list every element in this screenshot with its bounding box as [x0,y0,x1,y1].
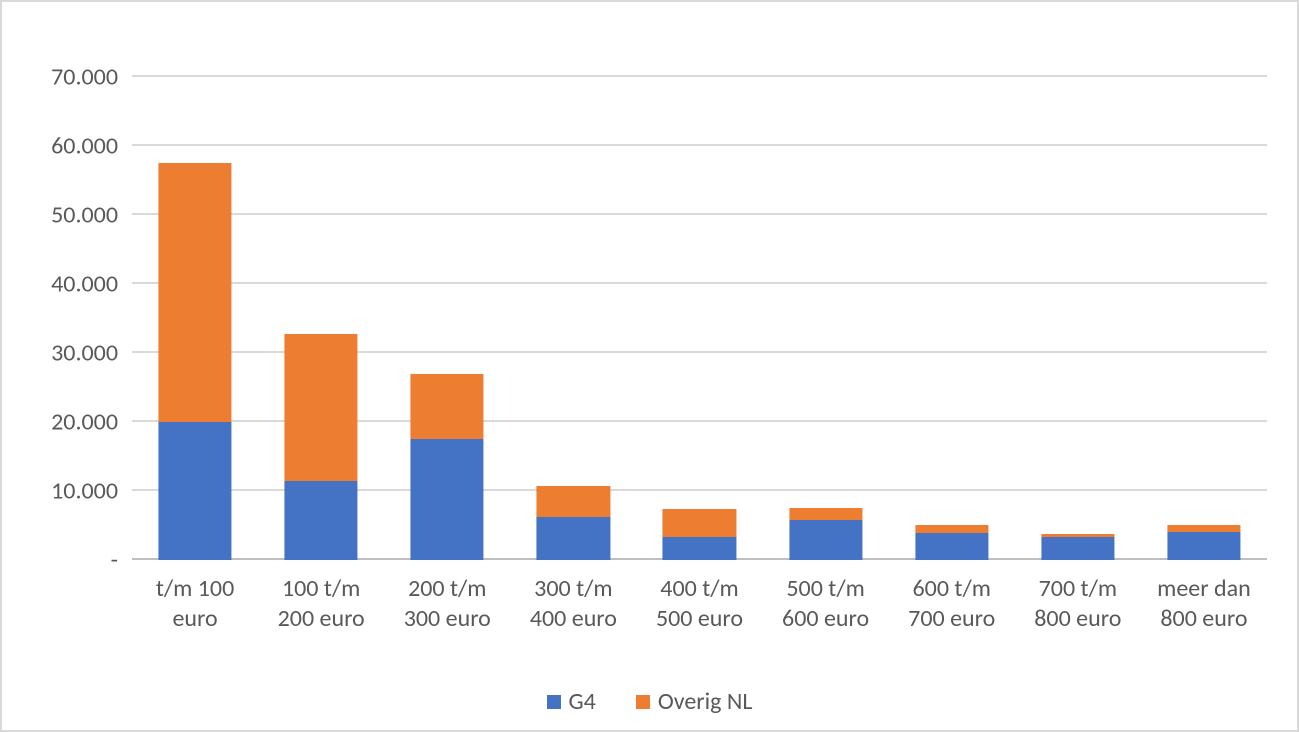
bar-segment [158,422,231,560]
category-slot [763,42,889,560]
bar-segment [411,374,484,440]
plot-area: -10.00020.00030.00040.00050.00060.00070.… [132,42,1267,560]
bar-segment [158,163,231,422]
bar-segment [915,525,988,533]
bar-stack [158,163,231,560]
x-axis-labels: t/m 100euro100 t/m200 euro200 t/m300 eur… [132,574,1267,634]
chart-frame: - 10.000 20.000 30.000 40.000 50.000 60.000 70.… [0,0,1299,732]
bar-segment [537,517,610,561]
legend-swatch [547,695,561,709]
bar-segment [663,537,736,560]
bar-stack [789,508,862,560]
x-tick-label: 100 t/m200 euro [258,574,384,634]
legend-item: Overig NL [636,687,753,716]
bar-stack [537,486,610,560]
x-tick-label: 600 t/m700 euro [889,574,1015,634]
category-slot [384,42,510,560]
legend-swatch [636,695,650,709]
x-tick-label: 400 t/m500 euro [636,574,762,634]
bar-segment [1167,525,1240,533]
bar-stack [1167,525,1240,560]
y-tick-label: 20.000 [51,407,118,436]
legend-item: G4 [547,687,596,716]
x-tick-label: 700 t/m800 euro [1015,574,1141,634]
y-tick-label: 60.000 [51,131,118,160]
legend: G4 Overig NL [2,687,1297,716]
y-tick-label: 40.000 [51,269,118,298]
y-tick-label: 50.000 [51,200,118,229]
y-tick-label: 10.000 [51,476,118,505]
y-tick-label: 30.000 [51,338,118,367]
bar-stack [285,334,358,560]
x-tick-label: 200 t/m300 euro [384,574,510,634]
category-slot [258,42,384,560]
bar-stack [663,509,736,560]
category-slot [510,42,636,560]
x-tick-label: meer dan800 euro [1141,574,1267,634]
x-tick-label: t/m 100euro [132,574,258,634]
bar-segment [663,509,736,537]
legend-label: Overig NL [658,687,753,716]
category-slot [1015,42,1141,560]
x-tick-label: 300 t/m400 euro [510,574,636,634]
bar-stack [411,374,484,560]
x-tick-label: 500 t/m600 euro [763,574,889,634]
bar-segment [915,533,988,560]
bar-stack [915,525,988,560]
y-tick-label: 70.000 [51,62,118,91]
bar-segment [285,481,358,560]
bar-segment [537,486,610,516]
category-slot [889,42,1015,560]
bar-segment [789,520,862,560]
category-slot [132,42,258,560]
category-slot [636,42,762,560]
bar-segment [1167,532,1240,560]
category-slot [1141,42,1267,560]
bar-stack [1041,534,1114,560]
y-tick-label: - [111,546,118,575]
bar-segment [1041,537,1114,560]
legend-label: G4 [569,687,596,716]
bar-segment [789,508,862,520]
bar-segment [411,439,484,560]
bar-segment [285,334,358,480]
